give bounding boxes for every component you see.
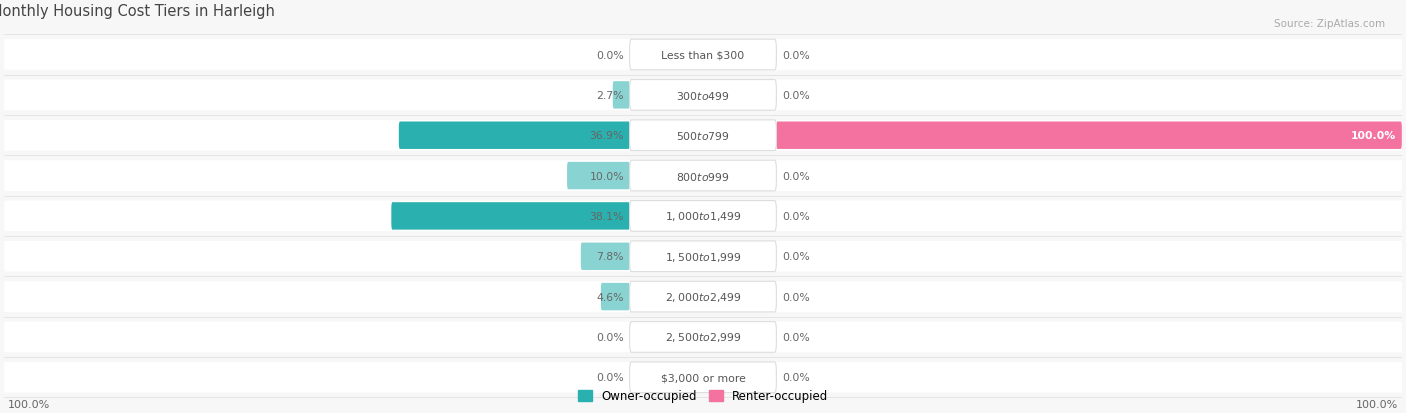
Text: 0.0%: 0.0% (782, 373, 810, 382)
FancyBboxPatch shape (4, 362, 1402, 393)
Text: 36.9%: 36.9% (589, 131, 624, 141)
FancyBboxPatch shape (391, 203, 630, 230)
Text: $500 to $799: $500 to $799 (676, 130, 730, 142)
FancyBboxPatch shape (4, 241, 1402, 272)
FancyBboxPatch shape (600, 283, 630, 311)
FancyBboxPatch shape (630, 241, 776, 272)
FancyBboxPatch shape (630, 81, 776, 111)
Text: $300 to $499: $300 to $499 (676, 90, 730, 102)
Text: 4.6%: 4.6% (596, 292, 624, 302)
Text: 0.0%: 0.0% (782, 50, 810, 60)
FancyBboxPatch shape (630, 121, 776, 151)
FancyBboxPatch shape (630, 322, 776, 352)
FancyBboxPatch shape (630, 40, 776, 71)
Text: 10.0%: 10.0% (589, 171, 624, 181)
Text: $3,000 or more: $3,000 or more (661, 373, 745, 382)
FancyBboxPatch shape (4, 201, 1402, 232)
Text: 2.7%: 2.7% (596, 90, 624, 101)
Text: Less than $300: Less than $300 (661, 50, 745, 60)
FancyBboxPatch shape (581, 243, 630, 271)
Text: 38.1%: 38.1% (589, 211, 624, 221)
FancyBboxPatch shape (4, 322, 1402, 352)
Text: 0.0%: 0.0% (782, 211, 810, 221)
Text: 100.0%: 100.0% (1351, 131, 1396, 141)
FancyBboxPatch shape (567, 162, 630, 190)
FancyBboxPatch shape (4, 121, 1402, 151)
Text: $1,000 to $1,499: $1,000 to $1,499 (665, 210, 741, 223)
FancyBboxPatch shape (4, 161, 1402, 191)
Text: 0.0%: 0.0% (596, 332, 624, 342)
Text: 0.0%: 0.0% (596, 373, 624, 382)
Text: 0.0%: 0.0% (782, 292, 810, 302)
Text: 0.0%: 0.0% (782, 332, 810, 342)
FancyBboxPatch shape (630, 282, 776, 312)
Text: Source: ZipAtlas.com: Source: ZipAtlas.com (1274, 19, 1385, 28)
Legend: Owner-occupied, Renter-occupied: Owner-occupied, Renter-occupied (572, 385, 834, 407)
Text: 0.0%: 0.0% (782, 252, 810, 261)
FancyBboxPatch shape (4, 40, 1402, 71)
Text: 7.8%: 7.8% (596, 252, 624, 261)
Text: 0.0%: 0.0% (782, 171, 810, 181)
FancyBboxPatch shape (4, 81, 1402, 111)
Text: $2,000 to $2,499: $2,000 to $2,499 (665, 290, 741, 304)
FancyBboxPatch shape (399, 122, 630, 150)
FancyBboxPatch shape (630, 362, 776, 393)
FancyBboxPatch shape (776, 122, 1402, 150)
FancyBboxPatch shape (4, 282, 1402, 312)
FancyBboxPatch shape (613, 82, 630, 109)
Text: Monthly Housing Cost Tiers in Harleigh: Monthly Housing Cost Tiers in Harleigh (0, 4, 276, 19)
Text: $1,500 to $1,999: $1,500 to $1,999 (665, 250, 741, 263)
Text: 0.0%: 0.0% (782, 90, 810, 101)
Text: 100.0%: 100.0% (7, 399, 49, 408)
FancyBboxPatch shape (630, 201, 776, 232)
Text: 100.0%: 100.0% (1357, 399, 1399, 408)
Text: $800 to $999: $800 to $999 (676, 170, 730, 182)
Text: $2,500 to $2,999: $2,500 to $2,999 (665, 331, 741, 344)
FancyBboxPatch shape (630, 161, 776, 191)
Text: 0.0%: 0.0% (596, 50, 624, 60)
